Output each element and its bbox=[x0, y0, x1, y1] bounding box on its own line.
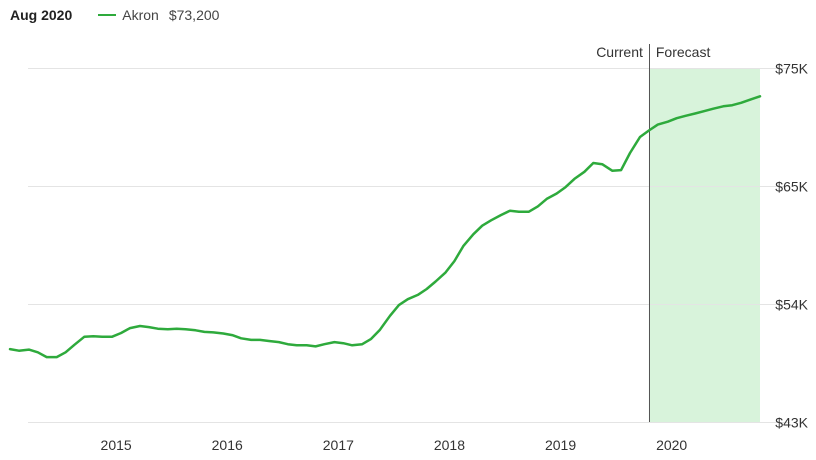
current-period-label: Current bbox=[596, 44, 643, 60]
x-tick-label: 2015 bbox=[101, 437, 132, 453]
gridlines bbox=[28, 68, 790, 423]
legend-item-akron[interactable]: Akron $73,200 bbox=[98, 7, 219, 23]
y-axis-ticks: $75K $65K $54K $43K bbox=[775, 61, 808, 431]
y-tick-label: $43K bbox=[775, 415, 808, 431]
chart-header: Aug 2020 Akron $73,200 bbox=[10, 4, 219, 26]
x-tick-label: 2017 bbox=[323, 437, 354, 453]
y-tick-label: $65K bbox=[775, 179, 808, 195]
legend-series-name: Akron bbox=[122, 7, 159, 23]
forecast-period-label: Forecast bbox=[656, 44, 711, 60]
x-tick-label: 2018 bbox=[434, 437, 465, 453]
x-tick-label: 2016 bbox=[212, 437, 243, 453]
y-tick-label: $75K bbox=[775, 61, 808, 77]
series-layer bbox=[8, 95, 762, 359]
date-label: Aug 2020 bbox=[10, 7, 73, 23]
x-tick-label: 2020 bbox=[656, 437, 687, 453]
legend-line-swatch bbox=[98, 14, 117, 16]
forecast-shaded-region bbox=[648, 68, 760, 422]
legend-series-value: $73,200 bbox=[168, 7, 220, 23]
forecast-region-layer bbox=[648, 68, 760, 422]
x-axis-ticks: 2015 2016 2017 2018 2019 2020 bbox=[101, 437, 688, 453]
series-line-akron[interactable] bbox=[8, 95, 762, 359]
y-tick-label: $54K bbox=[775, 297, 808, 313]
x-tick-label: 2019 bbox=[545, 437, 576, 453]
